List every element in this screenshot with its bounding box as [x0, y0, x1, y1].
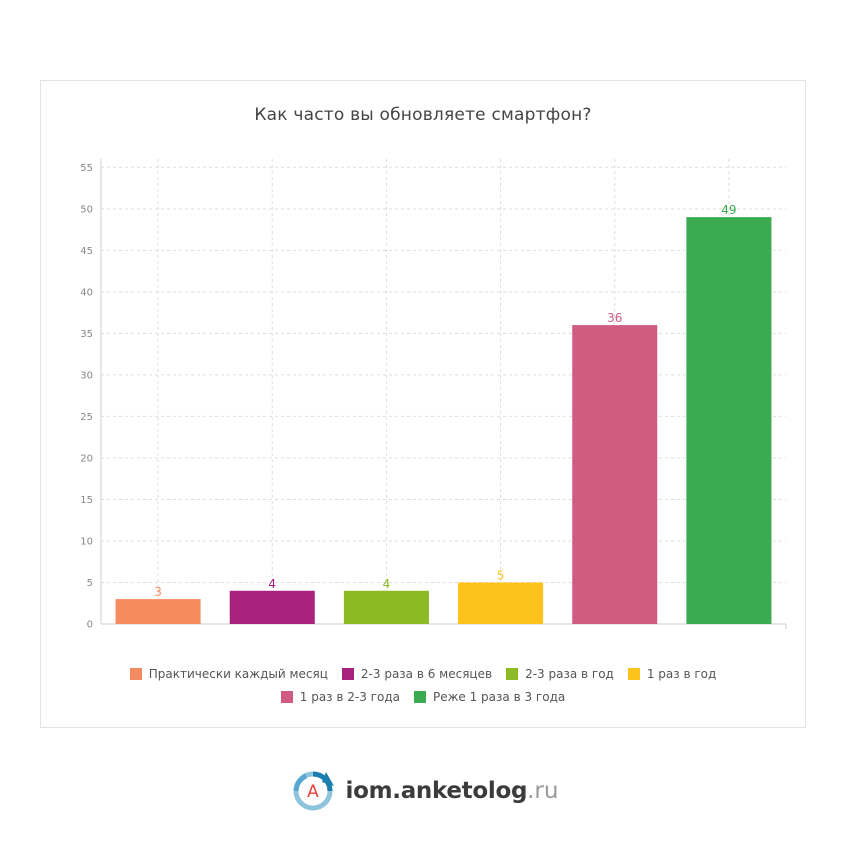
- legend-item[interactable]: Реже 1 раза в 3 года: [413, 690, 566, 704]
- legend-item[interactable]: 1 раз в 2-3 года: [280, 690, 400, 704]
- y-tick-label: 20: [80, 453, 93, 464]
- legend-label: Практически каждый месяц: [148, 667, 328, 681]
- legend-row: Практически каждый месяц 2-3 раза в 6 мес…: [41, 667, 805, 681]
- legend-swatch: [413, 691, 426, 703]
- legend-label: 2-3 раза в 6 месяцев: [360, 667, 493, 681]
- y-tick-label: 25: [80, 412, 93, 423]
- y-tick-label: 35: [80, 329, 93, 340]
- legend-row: 1 раз в 2-3 года Реже 1 раза в 3 года: [41, 690, 805, 704]
- legend-swatch: [506, 668, 519, 680]
- chart-legend: Практически каждый месяц 2-3 раза в 6 мес…: [41, 667, 805, 713]
- bar: [458, 582, 544, 624]
- y-tick-label: 50: [80, 204, 93, 215]
- legend-label: 1 раз в год: [646, 667, 717, 681]
- bar-value-label: 4: [383, 577, 391, 591]
- bar: [686, 217, 772, 624]
- y-tick-label: 5: [87, 578, 93, 589]
- brand-tld[interactable]: .ru: [527, 778, 559, 804]
- y-tick-label: 30: [80, 370, 93, 381]
- legend-label: 1 раз в 2-3 года: [299, 690, 400, 704]
- legend-item[interactable]: 2-3 раза в 6 месяцев: [341, 667, 493, 681]
- y-tick-label: 45: [80, 246, 93, 257]
- bar-value-label: 5: [497, 568, 505, 582]
- y-tick-label: 15: [80, 495, 93, 506]
- bar-value-label: 49: [721, 203, 736, 217]
- y-tick-label: 40: [80, 287, 93, 298]
- legend-swatch: [341, 668, 354, 680]
- legend-swatch: [129, 668, 142, 680]
- legend-item[interactable]: 1 раз в год: [627, 667, 717, 681]
- legend-label: 2-3 раза в год: [525, 667, 614, 681]
- bar: [343, 590, 429, 624]
- y-tick-label: 10: [80, 536, 93, 547]
- bar-value-label: 4: [268, 577, 276, 591]
- chart-title: Как часто вы обновляете смартфон?: [254, 105, 592, 125]
- bar: [115, 599, 201, 624]
- chart-card: Как часто вы обновляете смартфон? 0 5 10 15…: [40, 80, 806, 728]
- legend-swatch: [627, 668, 640, 680]
- bar: [229, 590, 315, 624]
- anketolog-logo-icon[interactable]: А: [290, 768, 336, 814]
- bar: [572, 325, 658, 624]
- footer: А iom.anketolog .ru: [0, 766, 848, 816]
- legend-label: Реже 1 раза в 3 года: [432, 690, 566, 704]
- y-tick-label: 0: [87, 620, 93, 631]
- legend-item[interactable]: 2-3 раза в год: [506, 667, 614, 681]
- bar-value-label: 36: [607, 311, 622, 325]
- legend-swatch: [280, 691, 293, 703]
- bar-value-label: 3: [154, 585, 162, 599]
- legend-item[interactable]: Практически каждый месяц: [129, 667, 328, 681]
- logo-letter: А: [307, 782, 319, 802]
- y-tick-label: 55: [80, 163, 93, 174]
- brand-name[interactable]: iom.anketolog: [345, 778, 528, 804]
